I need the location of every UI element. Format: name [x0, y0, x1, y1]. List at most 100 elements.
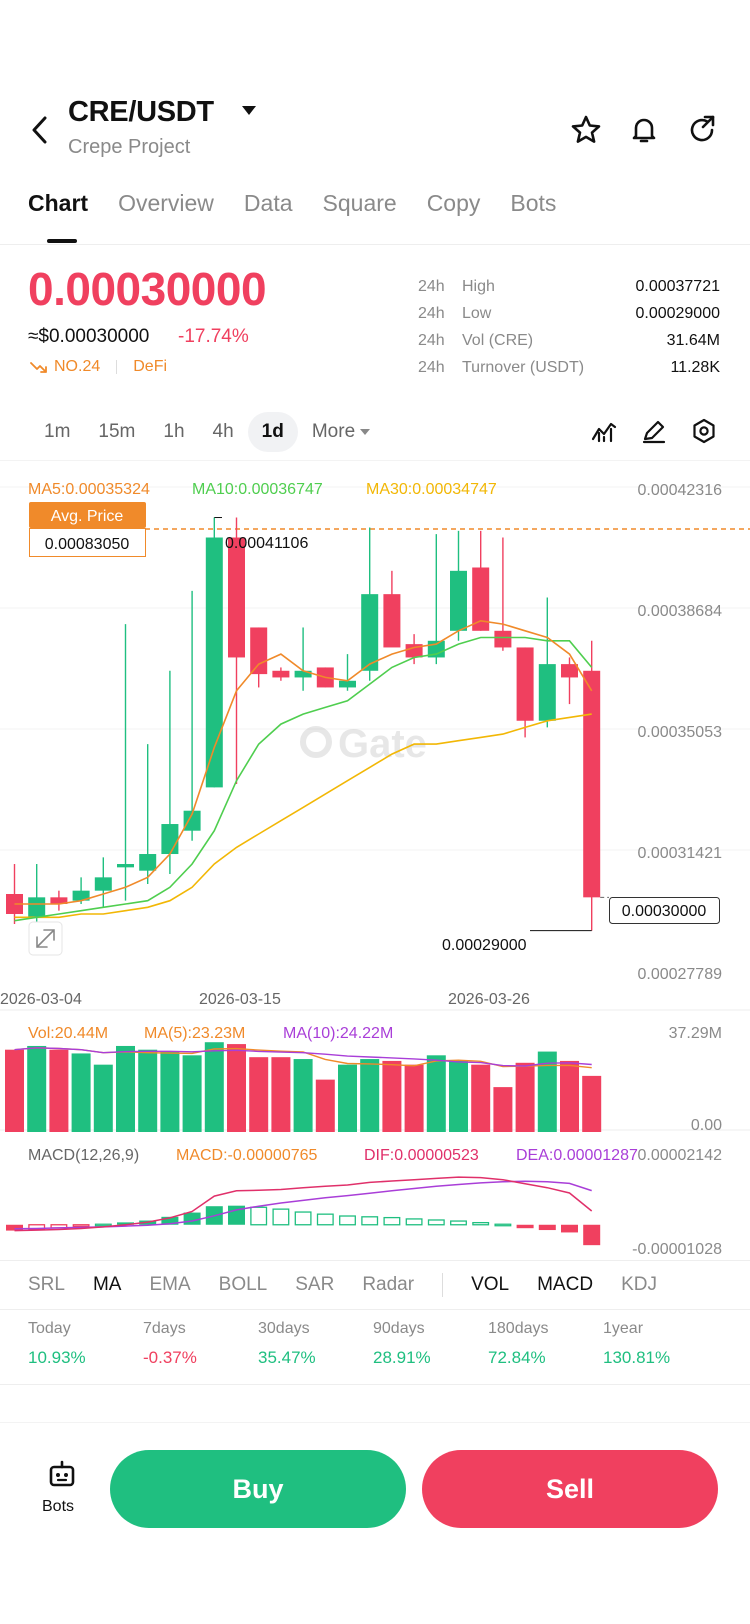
- price-tick: 0.00038684: [637, 603, 722, 620]
- sell-button[interactable]: Sell: [422, 1450, 718, 1528]
- indicator-boll[interactable]: BOLL: [218, 1274, 268, 1295]
- interval-more[interactable]: More: [298, 412, 384, 452]
- macd-hist-bar: [538, 1224, 556, 1231]
- return-value: 72.84%: [488, 1348, 546, 1367]
- tab-overview[interactable]: Overview: [118, 190, 214, 216]
- indicator-ma[interactable]: MA: [92, 1274, 122, 1295]
- volume-bar: [138, 1049, 158, 1132]
- macd-title: MACD(12,26,9): [28, 1147, 139, 1164]
- returns-divider: [0, 1384, 750, 1385]
- buy-button[interactable]: Buy: [110, 1450, 406, 1528]
- project-name: Crepe Project: [68, 136, 191, 158]
- volume-bar: [537, 1051, 557, 1132]
- vol-ma5-legend: MA(5):23.23M: [144, 1025, 245, 1042]
- volume-bar: [315, 1079, 335, 1132]
- macd-hist-bar: [316, 1213, 334, 1226]
- volume-bar: [182, 1055, 202, 1132]
- candle-body: [383, 594, 401, 648]
- volume-bar: [449, 1060, 468, 1132]
- volume-bar: [471, 1064, 491, 1132]
- volume-layer: [5, 1042, 602, 1132]
- volume-bar: [249, 1057, 269, 1132]
- interval-15m[interactable]: 15m: [98, 421, 136, 442]
- dif-value: DIF:0.00000523: [364, 1147, 479, 1164]
- indicator-macd[interactable]: MACD: [537, 1274, 594, 1295]
- return-1year: 1year 130.81%: [603, 1320, 718, 1368]
- return-today: Today 10.93%: [28, 1320, 143, 1368]
- tab-copy[interactable]: Copy: [426, 190, 481, 216]
- bots-label[interactable]: Bots: [42, 1498, 75, 1515]
- chart-settings-icon[interactable]: [690, 417, 718, 445]
- main-tabs: Chart Overview Data Square Copy Bots: [28, 190, 586, 217]
- interval-1m[interactable]: 1m: [44, 421, 71, 442]
- volume-bar: [271, 1057, 291, 1132]
- candle-body: [450, 570, 467, 631]
- return-label: 1year: [603, 1320, 644, 1337]
- star-icon[interactable]: [570, 114, 602, 146]
- bots-robot-icon[interactable]: [46, 1458, 78, 1490]
- interval-4h[interactable]: 4h: [212, 421, 234, 442]
- vol-max-label: 37.29M: [669, 1025, 722, 1042]
- vol-legend: Vol:20.44M: [28, 1025, 108, 1042]
- expand-icon[interactable]: [28, 921, 63, 956]
- volume-bar: [204, 1042, 224, 1132]
- macd-hist-bar: [272, 1208, 290, 1226]
- last-price: 0.00030000: [28, 263, 267, 315]
- ma10-line: [14, 636, 593, 922]
- ma-lines-layer: [14, 619, 593, 922]
- pair-dropdown-caret-icon[interactable]: [242, 106, 256, 115]
- macd-hist-bar: [183, 1212, 201, 1225]
- candle-body: [272, 670, 290, 678]
- price-axis: 0.00042316 0.00038684 0.00035053 0.00031…: [637, 482, 722, 983]
- bell-icon[interactable]: [628, 114, 660, 146]
- pair-title[interactable]: CRE/USDT: [68, 96, 214, 128]
- tab-chart[interactable]: Chart: [28, 190, 89, 216]
- candle-body: [561, 664, 578, 678]
- macd-hist-bar: [72, 1224, 90, 1227]
- indicator-radar[interactable]: Radar: [362, 1274, 415, 1295]
- macd-min-label: -0.00001028: [632, 1241, 722, 1258]
- price-tick: 0.00035053: [637, 724, 722, 741]
- volume-bar: [404, 1064, 424, 1132]
- volume-bar: [5, 1049, 24, 1132]
- candle-body: [339, 680, 356, 688]
- indicator-vol[interactable]: VOL: [471, 1274, 510, 1295]
- tab-data[interactable]: Data: [243, 190, 293, 216]
- indicator-kdj[interactable]: KDJ: [621, 1274, 657, 1295]
- rank-label[interactable]: NO.24: [54, 358, 101, 375]
- candle-body: [472, 567, 490, 631]
- back-arrow-icon[interactable]: [28, 112, 52, 148]
- stat-key: Vol (CRE): [462, 331, 534, 349]
- volume-bar: [71, 1053, 91, 1132]
- more-label: More: [311, 421, 356, 442]
- tab-square[interactable]: Square: [322, 190, 397, 216]
- last-price-marker: 0.00030000: [622, 903, 707, 920]
- indicator-chart-icon[interactable]: [590, 417, 618, 445]
- share-icon[interactable]: [686, 114, 718, 146]
- indicator-ema[interactable]: EMA: [149, 1274, 191, 1295]
- chevron-down-icon: [360, 428, 371, 435]
- sector-tag[interactable]: DeFi: [133, 358, 168, 375]
- tab-bots[interactable]: Bots: [510, 190, 557, 216]
- returns-row: Today 10.93% 7days -0.37% 30days 35.47% 90d…: [28, 1320, 728, 1368]
- indicator-sar[interactable]: SAR: [295, 1274, 335, 1295]
- macd-hist-bar: [294, 1211, 312, 1226]
- draw-pencil-icon[interactable]: [640, 417, 668, 445]
- kline-chart[interactable]: Gate MA5:0.00035324 MA10:0.00036747 MA30…: [0, 460, 750, 1260]
- active-tab-indicator: [47, 239, 77, 243]
- high-marker: 0.00041106: [225, 535, 308, 552]
- macd-hist-bar: [450, 1220, 467, 1226]
- interval-1d[interactable]: 1d: [247, 412, 298, 452]
- price-change: -17.74%: [178, 326, 249, 347]
- macd-hist-bar: [516, 1224, 534, 1229]
- interval-1h[interactable]: 1h: [163, 421, 185, 442]
- candle-body: [94, 877, 112, 891]
- date-tick: 2026-03-15: [199, 991, 281, 1008]
- rank-row: NO.24 DeFi: [30, 358, 167, 376]
- return-label: 180days: [488, 1320, 549, 1337]
- indicator-srl[interactable]: SRL: [28, 1274, 65, 1295]
- ma30-legend: MA30:0.00034747: [366, 481, 497, 498]
- indicator-separator: [442, 1273, 444, 1297]
- stat-row-turnover: 24h Turnover (USDT) 11.28K: [418, 354, 720, 381]
- return-30days: 30days 35.47%: [258, 1320, 373, 1368]
